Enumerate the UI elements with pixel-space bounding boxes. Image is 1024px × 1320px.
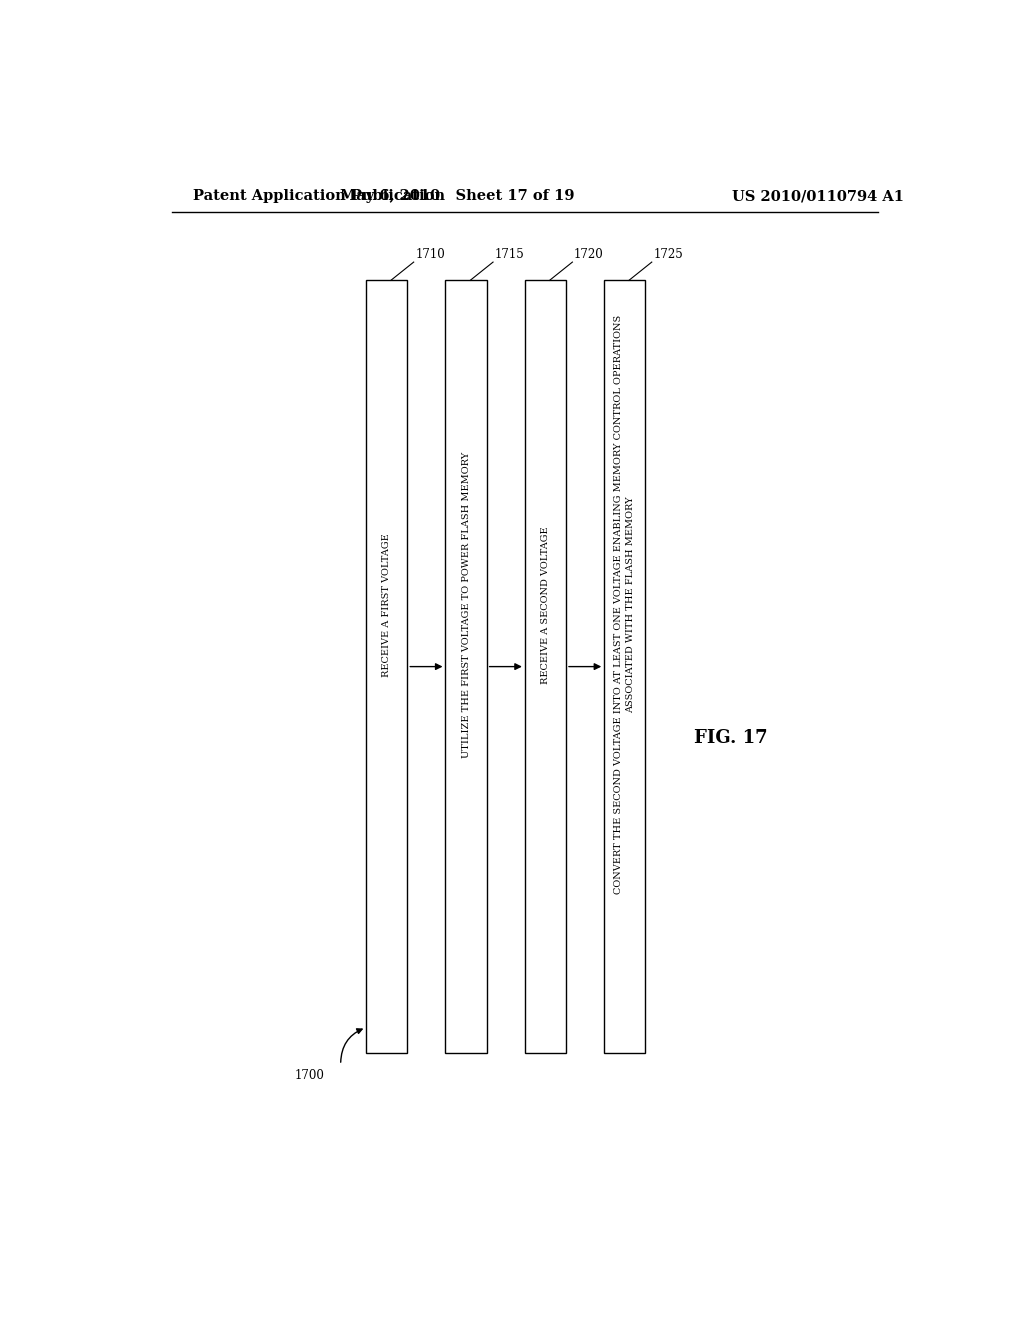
Text: May 6, 2010   Sheet 17 of 19: May 6, 2010 Sheet 17 of 19	[340, 189, 574, 203]
Bar	[604, 280, 645, 1053]
Text: UTILIZE THE FIRST VOLTAGE TO POWER FLASH MEMORY: UTILIZE THE FIRST VOLTAGE TO POWER FLASH…	[462, 451, 471, 758]
Bar	[445, 280, 486, 1053]
Bar	[524, 280, 566, 1053]
Text: CONVERT THE SECOND VOLTAGE INTO AT LEAST ONE VOLTAGE ENABLING MEMORY CONTROL OPE: CONVERT THE SECOND VOLTAGE INTO AT LEAST…	[614, 315, 635, 895]
Text: RECEIVE A FIRST VOLTAGE: RECEIVE A FIRST VOLTAGE	[382, 533, 391, 677]
Text: 1710: 1710	[416, 248, 445, 261]
Text: RECEIVE A SECOND VOLTAGE: RECEIVE A SECOND VOLTAGE	[541, 525, 550, 684]
Text: 1725: 1725	[653, 248, 683, 261]
Text: 1715: 1715	[495, 248, 524, 261]
Text: 1700: 1700	[295, 1069, 325, 1081]
Text: Patent Application Publication: Patent Application Publication	[194, 189, 445, 203]
Bar	[367, 280, 408, 1053]
Text: US 2010/0110794 A1: US 2010/0110794 A1	[732, 189, 904, 203]
Text: 1720: 1720	[574, 248, 604, 261]
Text: FIG. 17: FIG. 17	[694, 729, 768, 747]
